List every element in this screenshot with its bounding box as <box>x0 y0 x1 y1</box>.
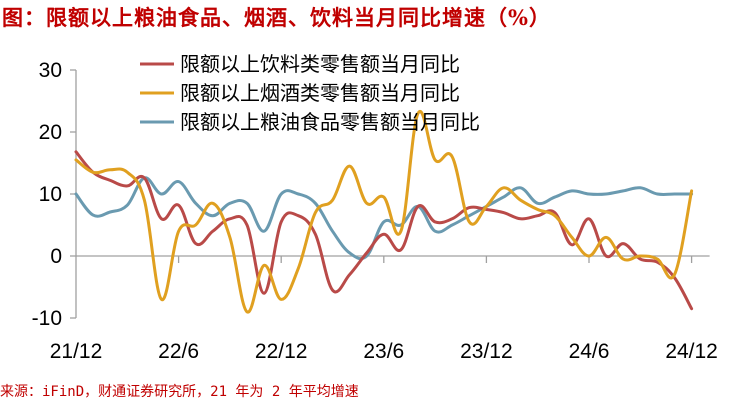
legend-label: 限额以上饮料类零售额当月同比 <box>180 52 460 76</box>
legend-label: 限额以上烟酒类零售额当月同比 <box>180 81 460 105</box>
y-tick-label: 10 <box>39 183 62 206</box>
legend-item-grain-oil-food: 限额以上粮油食品零售额当月同比 <box>140 110 480 134</box>
y-tick-label: 20 <box>39 121 62 144</box>
chart-axes: 30 20 10 0 -10 21/12 22/6 22/12 23/6 23/12 24/6 24/… <box>32 59 718 363</box>
series-grain-oil-food-line <box>74 176 694 261</box>
y-tick-label: 0 <box>50 245 62 268</box>
chart-lines <box>74 109 694 314</box>
x-tick-label: 23/6 <box>363 340 404 363</box>
x-tick-label: 21/12 <box>50 340 103 363</box>
legend-item-tobacco-liquor: 限额以上烟酒类零售额当月同比 <box>140 81 460 105</box>
chart-title: 图：限额以上粮油食品、烟酒、饮料当月同比增速（%） <box>2 5 551 30</box>
x-tick-label: 24/12 <box>665 340 718 363</box>
legend-item-beverage: 限额以上饮料类零售额当月同比 <box>140 52 460 76</box>
x-tick-label: 23/12 <box>460 340 513 363</box>
x-tick-label: 24/6 <box>569 340 610 363</box>
series-beverage-line <box>74 150 694 311</box>
y-tick-label: -10 <box>32 307 62 330</box>
y-tick-label: 30 <box>39 59 62 82</box>
x-tick-label: 22/6 <box>158 340 199 363</box>
legend-label: 限额以上粮油食品零售额当月同比 <box>180 110 480 134</box>
series-tobacco-liquor-line <box>74 109 694 314</box>
chart-legend: 限额以上饮料类零售额当月同比限额以上烟酒类零售额当月同比限额以上粮油食品零售额当… <box>140 52 480 134</box>
source-note: 来源：iFinD，财通证券研究所，21 年为 2 年平均增速 <box>0 384 359 400</box>
x-tick-label: 22/12 <box>255 340 308 363</box>
